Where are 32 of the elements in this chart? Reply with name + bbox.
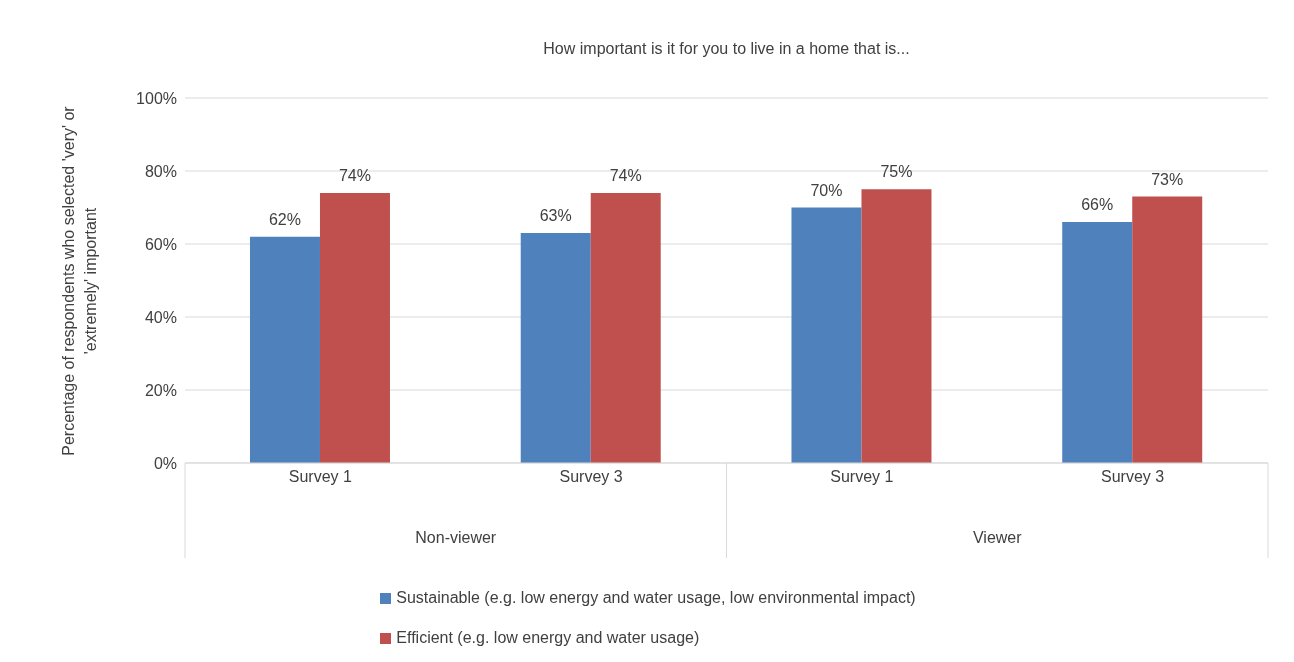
- legend-label: Efficient (e.g. low energy and water usage): [396, 629, 700, 647]
- y-tick-label: 80%: [144, 162, 177, 180]
- y-tick-label: 100%: [136, 89, 177, 107]
- data-label: 74%: [338, 166, 371, 184]
- y-tick-label: 0%: [153, 454, 177, 472]
- data-label: 63%: [539, 207, 572, 225]
- data-label: 73%: [1151, 170, 1184, 188]
- bar: [1062, 222, 1133, 463]
- x-tick-label: Survey 3: [1101, 468, 1165, 486]
- y-axis-title: Percentage of respondents who selected 'very' or 'extremely' important: [59, 104, 100, 458]
- data-label: 74%: [609, 166, 642, 184]
- y-tick-label: 60%: [144, 235, 177, 253]
- data-label: 62%: [268, 210, 301, 228]
- text: Non-viewer: [414, 529, 498, 547]
- text: Viewer: [971, 529, 1023, 547]
- data-label: 70%: [810, 181, 843, 199]
- data-label: 66%: [1081, 196, 1114, 214]
- bar: [520, 233, 591, 463]
- y-tick-label: 40%: [144, 308, 177, 326]
- y-tick-label: 20%: [144, 381, 177, 399]
- bar: [319, 192, 390, 463]
- x-tick-label: Survey 3: [559, 468, 623, 486]
- bar: [590, 192, 661, 463]
- bar: [1132, 196, 1203, 463]
- bar: [861, 189, 932, 463]
- x-tick-label: Survey 1: [830, 468, 894, 486]
- chart-title: How important is it for you to live in a home that is...: [542, 40, 911, 58]
- bar: [249, 236, 320, 463]
- data-label: 75%: [880, 163, 913, 181]
- legend-label: Sustainable (e.g. low energy and water usage, low environmental impact): [396, 589, 916, 607]
- bar: [791, 207, 862, 463]
- x-tick-label: Survey 1: [288, 468, 353, 486]
